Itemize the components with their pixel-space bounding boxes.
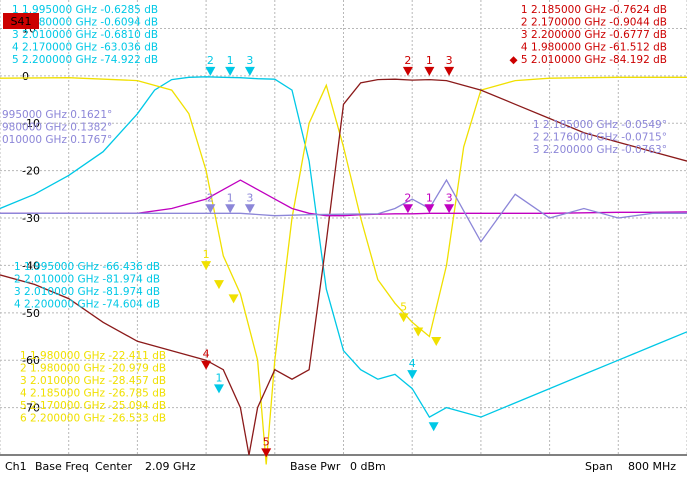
marker-triangle[interactable] (205, 204, 216, 214)
trace-line (0, 179, 687, 217)
marker-triangle[interactable] (424, 66, 435, 76)
y-tick-label: -10 (22, 117, 40, 130)
marker-number: 3 (246, 54, 253, 67)
marker-number: 3 (246, 191, 253, 204)
status-bar: Ch1 Base Freq Center 2.09 GHz Base Pwr 0… (5, 460, 676, 473)
marker-number: 1 (203, 248, 210, 261)
trace-line (0, 178, 687, 243)
marker-number: 3 (446, 191, 453, 204)
marker-readout-row: 3 2.200000 GHz -0.0763° (533, 144, 667, 156)
marker-triangle[interactable] (225, 204, 236, 214)
marker-triangle[interactable] (205, 66, 216, 76)
y-tick-label: -50 (22, 307, 40, 320)
y-tick-label: 0 (22, 70, 29, 83)
marker-triangle[interactable] (228, 294, 239, 304)
center-label: Center (95, 460, 133, 473)
marker-number: 5 (400, 300, 407, 313)
marker-triangle[interactable] (213, 384, 224, 394)
marker-number: 1 (215, 371, 222, 384)
marker-number: 4 (203, 348, 210, 361)
marker-triangle[interactable] (213, 280, 224, 290)
marker-number: 2 (207, 191, 214, 204)
marker-readout-row: 5 2.200000 GHz -74.922 dB (12, 54, 158, 66)
marker-readout-row: 3 2.010000 GHz -28.457 dB (20, 375, 166, 387)
marker-number: 4 (409, 357, 416, 370)
y-tick-label: -70 (22, 402, 40, 415)
marker-triangle[interactable] (424, 204, 435, 214)
marker-readout-row: 3 2.010000 GHz -0.6810 dB (12, 29, 158, 41)
marker-readout-row: 1 2.185000 GHz -0.0549° (533, 119, 667, 131)
marker-number: 2 (404, 191, 411, 204)
span-label: Span (585, 460, 613, 473)
y-tick-label: -40 (22, 259, 40, 272)
s-parameter-badge-label: S41 (11, 15, 32, 28)
marker-readout-row: 4 2.170000 GHz -63.036 dB (12, 42, 158, 54)
marker-readout-row: 4 1.980000 GHz -61.512 dB (521, 42, 667, 54)
marker-triangle[interactable] (428, 422, 439, 432)
marker-triangle[interactable] (261, 448, 272, 458)
marker-readout-row: 6 2.200000 GHz -26.533 dB (20, 413, 166, 425)
marker-number: 1 (227, 191, 234, 204)
trace-line (0, 76, 687, 465)
marker-readout-row: 2 2.176000 GHz -0.0715° (533, 132, 667, 144)
marker-triangle[interactable] (413, 327, 424, 337)
marker-number: 5 (263, 435, 270, 448)
channel-label[interactable]: Ch1 (5, 460, 27, 473)
marker-triangle[interactable] (201, 360, 212, 370)
marker-number: 3 (446, 54, 453, 67)
marker-readout-row: 1 1.995000 GHz -66.436 dB (14, 261, 160, 273)
y-tick-label: -30 (22, 212, 40, 225)
marker-number: 2 (207, 54, 214, 67)
marker-triangle[interactable] (398, 313, 409, 323)
marker-readout-row: 995000 GHz 0.1621° (2, 109, 112, 121)
marker-readout-row: 1 1.995000 GHz -0.6285 dB (12, 4, 158, 16)
marker-triangle[interactable] (402, 204, 413, 214)
marker-triangle[interactable] (402, 66, 413, 76)
base-power-value[interactable]: 0 dBm (350, 460, 386, 473)
marker-readout-row: 2 2.170000 GHz -0.9044 dB (521, 17, 667, 29)
marker-readout-row: 5 2.170000 GHz -25.094 dB (20, 400, 166, 412)
marker-readout-row: 4 2.200000 GHz -74.604 dB (14, 299, 160, 311)
marker-readout-row: 3 2.010000 GHz -81.974 dB (14, 286, 160, 298)
marker-readout-row: 980000 GHz 0.1382° (2, 122, 112, 134)
marker-readout-row: 3 2.200000 GHz -0.6777 dB (521, 29, 667, 41)
base-power-label: Base Pwr (290, 460, 341, 473)
plot-grid: 100-10-20-30-40-50-60-70 (0, 0, 687, 456)
marker-triangle[interactable] (201, 261, 212, 271)
base-freq-label: Base Freq (35, 460, 89, 473)
marker-triangle[interactable] (444, 204, 455, 214)
marker-triangle[interactable] (431, 336, 442, 346)
marker-readout-row: 1 1.980000 GHz -22.411 dB (20, 350, 166, 362)
marker-readout-row: ◆ 5 2.010000 GHz -84.192 dB (510, 54, 668, 66)
s-parameter-badge-box (3, 13, 39, 29)
marker-number: 1 (426, 191, 433, 204)
y-tick-label: -20 (22, 165, 40, 178)
marker-triangle[interactable] (244, 204, 255, 214)
marker-triangle[interactable] (244, 66, 255, 76)
marker-readout-tables: 1 1.995000 GHz -0.6285 dB2 1.980000 GHz … (2, 4, 667, 425)
marker-readout-row: 4 2.185000 GHz -26.785 dB (20, 388, 166, 400)
marker-triangle[interactable] (225, 66, 236, 76)
marker-triangle[interactable] (444, 66, 455, 76)
marker-readout-row: 2 1.980000 GHz -20.979 dB (20, 363, 166, 375)
marker-readout-row: 2 1.980000 GHz -0.6094 dB (12, 17, 158, 29)
marker-readout-row: 1 2.185000 GHz -0.7624 dB (521, 4, 667, 16)
marker-number: 1 (227, 54, 234, 67)
trace-lines (0, 76, 687, 465)
marker-number: 1 (426, 54, 433, 67)
marker-readout-row: 010000 GHz 0.1767° (2, 134, 112, 146)
trace-line (0, 78, 687, 456)
marker-triangle[interactable] (407, 370, 418, 380)
s-parameter-badge[interactable]: S41 (3, 13, 39, 29)
span-value[interactable]: 800 MHz (628, 460, 676, 473)
marker-readout-row: 2 2.010000 GHz -81.974 dB (14, 274, 160, 286)
marker-number: 2 (404, 54, 411, 67)
center-value[interactable]: 2.09 GHz (145, 460, 196, 473)
y-tick-label: -60 (22, 354, 40, 367)
trace-line (0, 76, 687, 418)
